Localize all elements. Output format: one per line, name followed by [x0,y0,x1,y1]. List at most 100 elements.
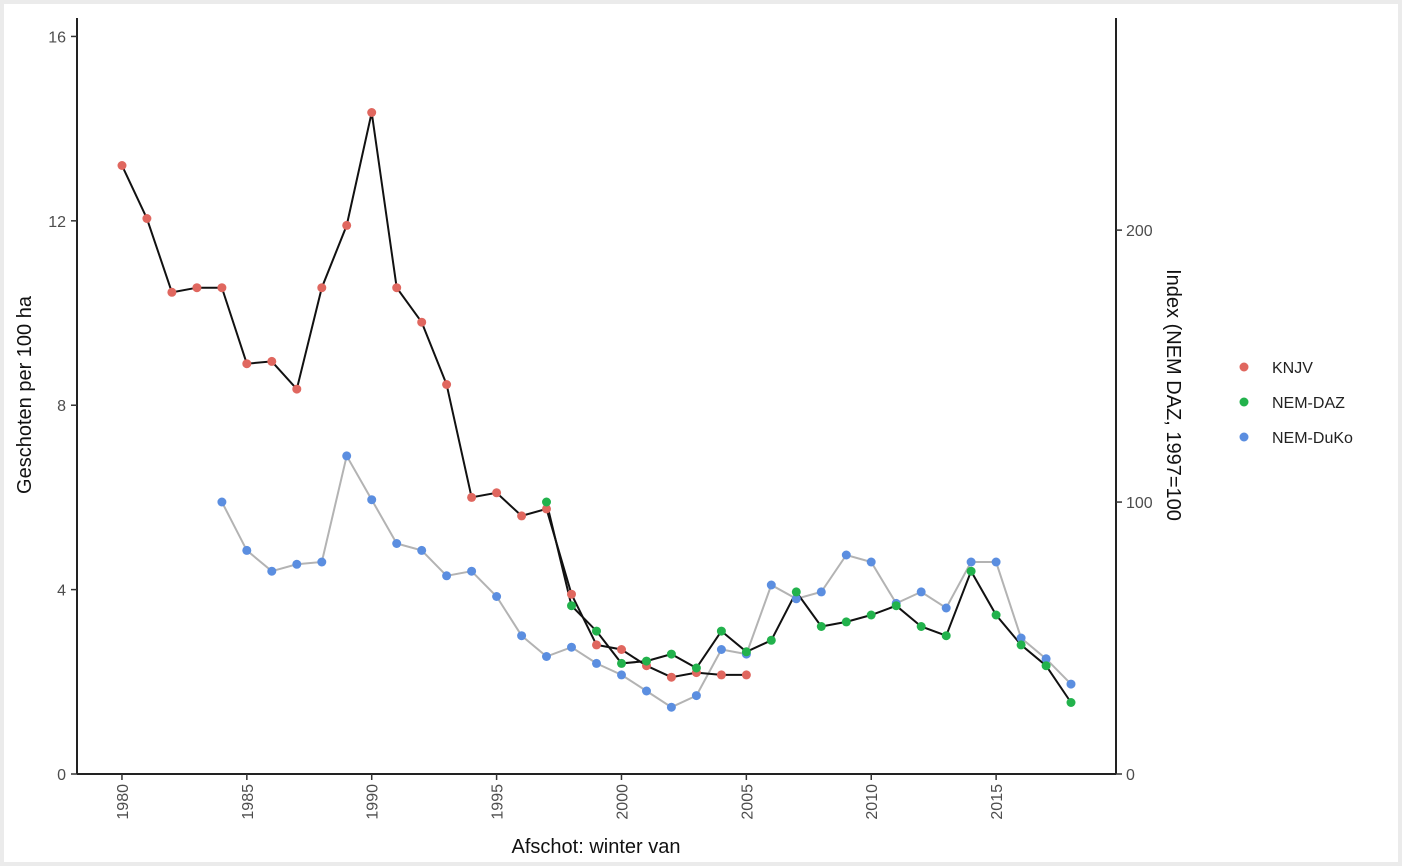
data-point-nem-daz [1041,661,1051,671]
y2-tick-label: 0 [1126,767,1135,784]
series-line-knjv [121,112,747,679]
y-tick-label: 8 [57,398,66,415]
data-point-nem-duko [317,557,327,567]
y2-tick-label: 100 [1126,495,1153,512]
data-point-nem-duko [217,497,227,507]
data-point-nem-duko [617,670,626,680]
data-point-knjv [666,672,676,682]
data-point-nem-daz [841,617,851,627]
data-point-nem-duko [916,587,926,597]
data-point-nem-duko [642,686,651,696]
data-point-knjv [142,214,152,223]
data-point-nem-duko [841,550,851,560]
x-tick-label: 1980 [115,784,132,820]
data-point-nem-duko [1041,654,1051,664]
data-point-knjv [617,645,626,654]
y-tick-label: 16 [48,29,66,46]
x-tick-label: 1985 [240,784,257,820]
data-point-nem-duko [716,645,726,654]
legend-label-nem-daz: NEM-DAZ [1272,395,1345,412]
data-point-knjv [242,359,252,369]
data-point-nem-duko [866,557,876,567]
data-point-knjv [442,380,452,389]
data-point-nem-duko [1016,633,1026,643]
data-point-knjv [342,220,352,230]
data-point-knjv [192,283,202,293]
data-point-knjv [417,317,427,327]
legend-label-knjv: KNJV [1272,360,1313,377]
data-point-knjv [167,287,177,297]
data-point-nem-duko [766,580,776,590]
x-tick-label: 1995 [490,784,507,820]
y-tick-label: 0 [57,767,66,784]
data-point-nem-duko [292,559,302,569]
x-tick-label: 2005 [739,784,756,820]
data-point-knjv [317,283,327,293]
data-point-nem-daz [791,587,801,597]
y-tick-label: 4 [57,583,66,600]
data-point-nem-duko [242,545,252,555]
data-point-nem-daz [766,635,776,645]
data-point-knjv [542,504,551,514]
data-point-knjv [217,283,227,293]
data-point-nem-duko [342,451,352,461]
data-point-nem-daz [816,622,826,631]
data-point-nem-duko [442,571,452,581]
data-point-nem-duko [966,557,976,567]
legend-label-nem-duko: NEM-DuKo [1272,430,1353,447]
data-point-nem-daz [741,647,751,657]
data-point-nem-duko [392,539,402,548]
data-point-nem-daz [716,626,726,636]
series-points [117,108,1076,712]
legend-key-knjv [1239,362,1249,372]
data-point-nem-duko [1066,679,1076,689]
data-point-nem-daz [891,601,901,611]
data-point-nem-daz [941,631,951,641]
y2-axis-title: Index (NEM DAZ, 1997=100 [1162,269,1184,521]
x-tick-label: 2010 [864,784,881,820]
data-point-nem-duko [791,594,801,604]
data-point-nem-duko [991,557,1001,567]
y-tick-label: 12 [48,214,66,231]
data-point-nem-duko [691,691,701,701]
data-point-nem-duko [467,566,477,576]
legend: KNJV NEM-DAZ NEM-DuKo [1239,360,1353,447]
data-point-knjv [267,356,277,366]
data-point-nem-daz [617,658,626,668]
data-point-nem-daz [567,601,576,611]
data-point-knjv [367,108,377,117]
data-point-nem-duko [941,603,951,613]
data-point-nem-duko [492,592,502,601]
x-axis-title: Afschot: winter van [512,836,681,858]
data-point-nem-duko [267,566,277,576]
chart-panel [4,4,1398,862]
data-point-nem-daz [691,663,701,673]
x-tick-label: 1990 [365,784,382,820]
data-point-nem-duko [567,642,576,652]
data-point-nem-duko [666,702,676,712]
data-point-nem-daz [991,610,1001,620]
data-point-knjv [741,670,751,680]
data-point-knjv [716,670,726,680]
data-point-nem-duko [816,587,826,597]
data-point-nem-duko [417,545,427,555]
data-point-nem-daz [642,656,651,666]
data-point-nem-daz [1066,698,1076,707]
data-point-nem-daz [866,610,876,620]
data-point-knjv [517,511,527,521]
data-point-nem-duko [592,658,601,668]
data-point-knjv [292,384,302,394]
data-point-nem-daz [1016,640,1026,650]
axes: 0 4 8 12 16 0 100 200 1980 1985 1990 1995 2000 2005 20… [48,18,1153,820]
data-point-nem-daz [592,626,601,636]
data-point-knjv [392,283,402,293]
data-point-nem-duko [517,631,527,641]
y2-tick-label: 200 [1126,223,1153,240]
data-point-nem-duko [367,495,377,505]
data-point-knjv [467,492,477,502]
data-point-knjv [592,640,601,650]
data-point-knjv [117,161,127,170]
x-tick-label: 2000 [614,784,631,820]
data-point-nem-daz [966,566,976,576]
y-axis-title: Geschoten per 100 ha [14,295,36,494]
